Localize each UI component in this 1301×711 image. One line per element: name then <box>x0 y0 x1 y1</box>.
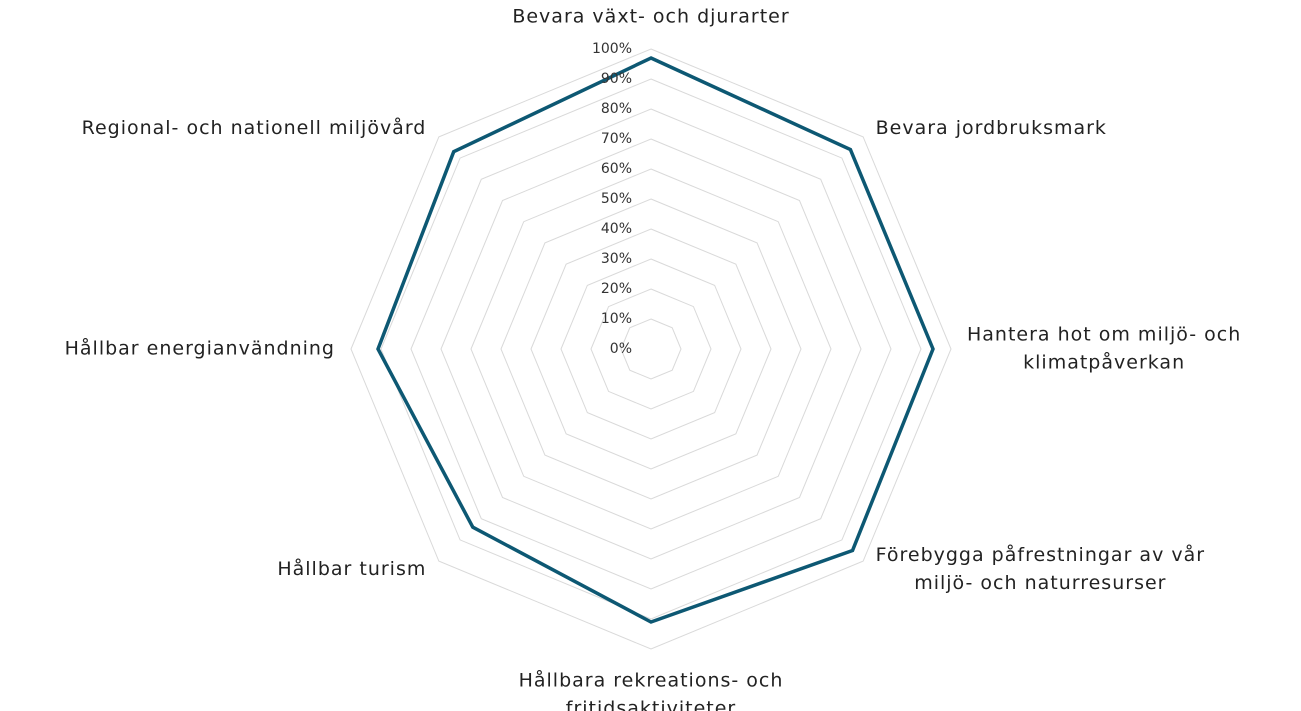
category-label-line: Hållbara rekreations- och <box>519 669 784 692</box>
grid-ring <box>500 198 802 500</box>
r-tick-label: 80% <box>601 101 632 117</box>
grid-ring <box>440 138 862 560</box>
category-label: Hållbara rekreations- och fritidsaktivite… <box>519 669 784 711</box>
grid-ring <box>590 288 712 410</box>
category-label: Bevara växt- och djurarter <box>512 6 789 28</box>
category-label: Regional- och nationell miljövård <box>82 116 427 139</box>
grid-ring <box>350 48 952 650</box>
r-tick-label: 50% <box>601 191 632 207</box>
data-line <box>376 56 935 624</box>
category-label-line: klimatpåverkan <box>1023 351 1185 374</box>
category-label: Förebygga påfrestningar av vår miljö- och… <box>876 543 1205 594</box>
category-label: Hållbar energianvändning <box>65 337 335 360</box>
category-label: Hantera hot om miljö- och klimatpåverkan <box>967 324 1241 374</box>
category-label-line: Hållbar energianvändning <box>65 337 335 360</box>
r-tick-label: 0% <box>610 341 632 357</box>
grid-ring <box>380 78 922 620</box>
grid-ring <box>530 228 772 470</box>
category-label-line: miljö- och naturresurser <box>914 572 1166 594</box>
category-label-line: Förebygga påfrestningar av vår <box>876 543 1205 566</box>
r-tick-label: 60% <box>601 161 632 177</box>
category-label-line: Regional- och nationell miljövård <box>82 116 427 139</box>
r-tick-label: 20% <box>601 281 632 297</box>
category-label: Hållbar turism <box>277 557 426 580</box>
category-label-line: fritidsaktiviteter <box>566 698 736 711</box>
r-tick-label: 90% <box>601 71 632 87</box>
r-tick-label: 10% <box>601 311 632 327</box>
grid-ring <box>560 258 742 440</box>
category-label-line: Hållbar turism <box>277 557 426 580</box>
grid-ring <box>470 168 832 530</box>
category-label-line: Hantera hot om miljö- och <box>967 324 1241 346</box>
grid-ring <box>410 108 892 590</box>
category-label-line: Bevara jordbruksmark <box>876 117 1107 139</box>
grid-ring <box>620 318 682 380</box>
r-tick-label: 100% <box>592 41 632 57</box>
r-tick-label: 40% <box>601 221 632 237</box>
r-tick-label: 70% <box>601 131 632 147</box>
r-tick-label: 30% <box>601 251 632 267</box>
category-label: Bevara jordbruksmark <box>876 117 1107 139</box>
category-label-line: Bevara växt- och djurarter <box>512 6 789 28</box>
